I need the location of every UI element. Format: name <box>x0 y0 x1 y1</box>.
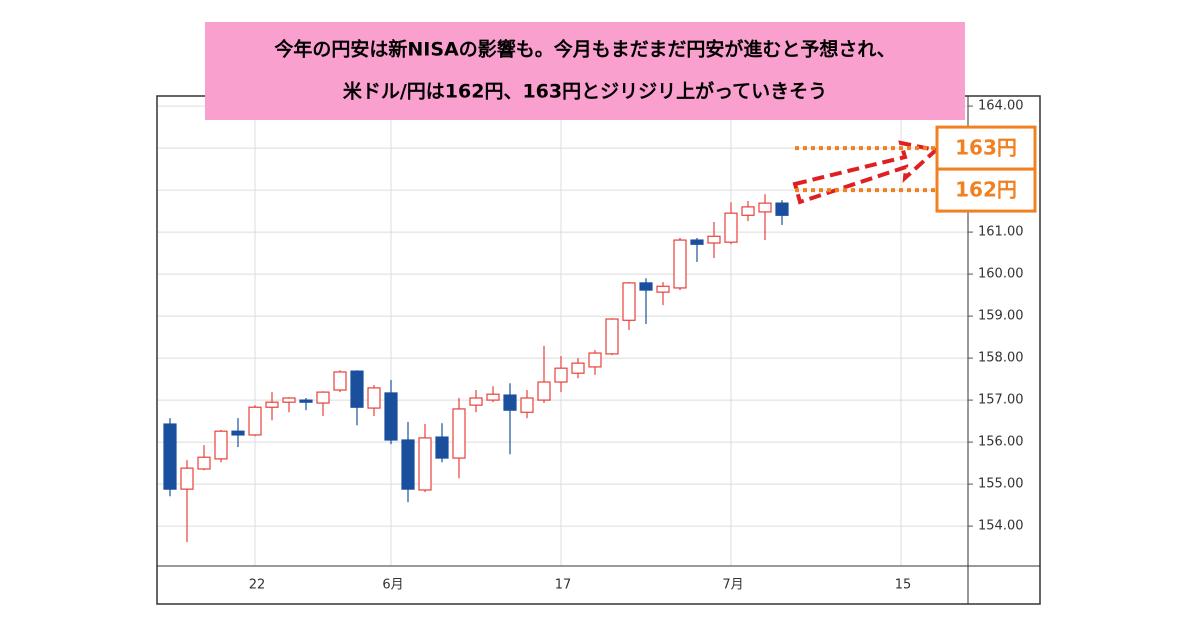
y-tick-label: 160.00 <box>978 267 1024 282</box>
candle-body <box>724 212 738 243</box>
level-label: 163円 <box>955 136 1017 160</box>
candle-body <box>503 394 517 411</box>
candle-body <box>231 430 245 436</box>
candle-body <box>197 456 211 470</box>
title-box <box>205 22 965 120</box>
title-line: 今年の円安は新NISAの影響も。今月もまだまだ円安が進むと予想され、 <box>273 38 895 61</box>
candle-body <box>299 399 313 403</box>
level-box <box>935 125 1037 171</box>
x-tick-label: 22 <box>249 578 266 593</box>
x-tick-label: 15 <box>895 578 912 593</box>
candle-body <box>673 239 687 289</box>
candle-body <box>350 370 364 408</box>
candle-body <box>707 235 721 244</box>
candle-body <box>401 439 415 490</box>
candle-body <box>758 202 772 213</box>
x-tick-label: 17 <box>555 578 572 593</box>
candle-body <box>690 239 704 245</box>
candle-body <box>537 381 551 401</box>
candle-body <box>452 408 466 459</box>
candle-body <box>384 392 398 441</box>
candle-body <box>282 397 296 403</box>
x-tick-label: 6月 <box>382 578 403 593</box>
x-tick-label: 7月 <box>722 578 743 593</box>
level-label: 162円 <box>955 178 1017 202</box>
candle-body <box>622 282 636 321</box>
candle-body <box>435 436 449 459</box>
y-tick-label: 156.00 <box>978 435 1024 450</box>
y-tick-label: 155.00 <box>978 477 1024 492</box>
y-tick-label: 159.00 <box>978 309 1024 324</box>
candle-body <box>741 206 755 216</box>
candle-body <box>316 391 330 404</box>
candle-body <box>333 371 347 391</box>
title-line: 米ドル/円は162円、163円とジリジリ上がっていきそう <box>343 80 827 103</box>
y-tick-label: 164.00 <box>978 99 1024 114</box>
candle-body <box>214 430 228 460</box>
candle-body <box>180 467 194 490</box>
y-tick-label: 161.00 <box>978 225 1024 240</box>
candle-body <box>775 202 789 216</box>
y-tick-label: 154.00 <box>978 519 1024 534</box>
candle-body <box>163 423 177 490</box>
candle-body <box>639 282 653 291</box>
candle-body <box>520 397 534 413</box>
y-tick-label: 157.00 <box>978 393 1024 408</box>
y-tick-label: 158.00 <box>978 351 1024 366</box>
level-box <box>935 167 1037 213</box>
candle-body <box>265 401 279 408</box>
candle-body <box>248 406 262 436</box>
candle-body <box>605 318 619 355</box>
candle-body <box>656 285 670 293</box>
candle-body <box>418 437 432 491</box>
candle-body <box>367 387 381 409</box>
candle-body <box>486 393 500 401</box>
candle-body <box>571 362 585 374</box>
arrow <box>792 140 941 205</box>
candle-body <box>588 352 602 368</box>
candle-body <box>554 367 568 383</box>
candle-body <box>469 397 483 406</box>
